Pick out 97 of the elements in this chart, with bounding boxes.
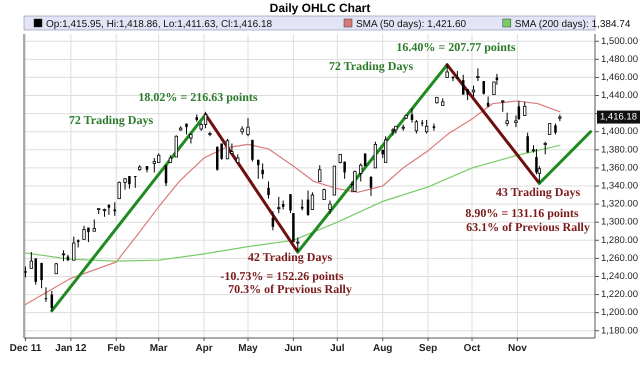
x-tick-label: Jan 12 <box>55 343 87 354</box>
candlestick <box>384 136 388 163</box>
x-tick-label: Jun <box>284 343 302 354</box>
x-tick-label: Apr <box>195 343 213 354</box>
candlestick <box>118 180 121 200</box>
candlestick <box>82 225 86 240</box>
candlestick <box>50 290 54 312</box>
candlestick <box>289 194 292 214</box>
legend-label: SMA (200 days): 1,384.74 <box>514 19 631 30</box>
x-tick-label: Feb <box>107 343 126 354</box>
candlestick <box>486 96 490 108</box>
candlestick <box>220 142 223 160</box>
y-tick-label: 1,300.00 <box>601 216 638 228</box>
x-tick-label: Sep <box>418 343 438 354</box>
x-tick-label: Aug <box>372 343 392 354</box>
annotation: 72 Trading Days <box>68 112 154 127</box>
candlestick <box>414 119 418 134</box>
candlestick <box>134 176 137 188</box>
candlestick <box>523 101 526 116</box>
y-tick-label: 1,200.00 <box>601 307 638 318</box>
candlestick <box>445 64 449 78</box>
x-tick-label: Nov <box>508 343 528 354</box>
candlestick <box>267 180 270 200</box>
candlestick <box>123 177 127 190</box>
candlestick <box>482 80 485 96</box>
annotation: 8.90% = 131.16 points <box>465 206 579 220</box>
annotation: 42 Trading Days <box>248 250 332 264</box>
candlestick <box>226 138 230 160</box>
y-tick-label: 1,180.00 <box>601 325 638 336</box>
candlestick <box>282 200 284 210</box>
candlestick <box>164 164 168 186</box>
candlestick <box>62 250 66 262</box>
candlestick <box>185 123 188 135</box>
y-tick-label: 1,260.00 <box>601 252 638 264</box>
x-tick-label: Jul <box>330 343 345 354</box>
candlestick <box>114 202 116 216</box>
candlestick <box>272 210 274 231</box>
candlestick <box>277 196 280 214</box>
candlestick <box>40 262 43 289</box>
candlestick <box>246 118 250 137</box>
candlestick <box>472 85 476 97</box>
candlestick <box>424 119 428 134</box>
x-tick-label: May <box>238 343 258 354</box>
x-tick-label: Dec 11 <box>10 343 42 354</box>
candlestick <box>506 112 509 127</box>
annotation: -10.73% = 152.26 points <box>220 268 344 283</box>
candlestick <box>466 88 469 101</box>
x-tick-label: Oct <box>464 343 482 354</box>
annotation: 63.1% of Previous Rally <box>466 220 590 234</box>
candlestick <box>544 141 547 155</box>
candlestick <box>72 236 76 261</box>
y-tick-label: 1,340.00 <box>601 180 638 192</box>
chart-title: Daily OHLC Chart <box>270 1 370 15</box>
annotation: 72 Trading Days <box>328 58 414 73</box>
y-tick-label: 1,360.00 <box>601 162 638 174</box>
y-tick-label: 1,280.00 <box>601 234 638 246</box>
candlestick <box>92 218 96 232</box>
candlestick <box>410 108 414 124</box>
candlestick <box>322 188 326 200</box>
text: 1,416.18 <box>600 112 637 123</box>
candlestick <box>251 139 254 162</box>
annotation: 43 Trading Days <box>496 184 580 199</box>
candlestick <box>328 200 332 215</box>
candlestick <box>374 141 378 168</box>
y-tick-label: 1,400.00 <box>601 126 638 138</box>
y-tick-label: 1,480.00 <box>601 54 638 65</box>
candlestick <box>370 176 372 196</box>
candlestick <box>54 262 58 274</box>
annotation: 16.40% = 207.77 points <box>396 40 516 54</box>
candlestick <box>554 123 557 135</box>
y-tick-label: 1,380.00 <box>601 144 638 156</box>
x-tick-label: Mar <box>150 343 168 354</box>
candlestick <box>189 133 193 144</box>
candlestick <box>174 134 178 158</box>
legend-label: SMA (50 days): 1,421.60 <box>356 19 466 30</box>
candlestick <box>501 100 504 112</box>
legend-label: Op:1,415.95, Hi:1,418.86, Lo:1,411.63, Cl:1,416.18 <box>46 19 273 30</box>
y-tick-label: 1,240.00 <box>601 270 638 282</box>
candlestick <box>204 111 208 129</box>
candlestick <box>318 164 322 182</box>
y-tick-label: 1,440.00 <box>601 90 638 102</box>
candlestick <box>261 162 264 180</box>
candlestick <box>108 204 110 216</box>
candlestick <box>216 146 219 172</box>
y-tick-label: 1,220.00 <box>601 289 638 300</box>
candlestick <box>526 132 529 154</box>
y-tick-label: 1,500.00 <box>601 36 638 47</box>
candlestick <box>353 170 357 192</box>
candlestick <box>476 68 480 82</box>
y-tick-label: 1,320.00 <box>601 198 638 210</box>
candlestick <box>462 74 464 96</box>
candlestick <box>548 123 552 135</box>
candlestick <box>257 159 260 180</box>
annotation: 18.02% = 216.63 points <box>138 90 258 104</box>
y-tick-label: 1,460.00 <box>601 72 638 83</box>
candlestick <box>44 286 48 302</box>
annotation: 70.3% of Previous Rally <box>228 282 352 296</box>
